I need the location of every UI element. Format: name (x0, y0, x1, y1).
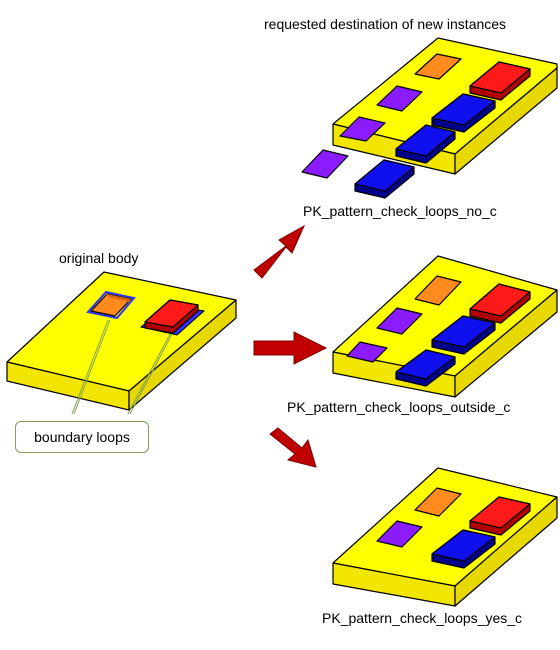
original-orange-pocket-wall (107, 294, 131, 302)
yes-c-orange-pocket (414, 487, 462, 517)
callout-leader-2 (73, 319, 111, 415)
no-c-violet-pocket-1 (376, 85, 423, 112)
yes-c-violet-pocket (376, 520, 423, 548)
yes-c-red-boss-top (469, 496, 531, 529)
callout-leader-4 (129, 333, 173, 415)
no-c-blue-boss-1-top (431, 93, 496, 126)
outside-c-violet-pocket-1 (376, 307, 423, 335)
original-body-side-face (128, 299, 237, 411)
yes-c-label: PK_pattern_check_loops_yes_c (322, 610, 523, 626)
yes-c-blue-boss-top (431, 529, 496, 562)
original-red-boss-top (144, 299, 199, 328)
original-orange-pocket-loop (86, 290, 136, 320)
no-c-red-boss-top (469, 61, 531, 94)
no-c-violet-pocket-floating (301, 149, 349, 179)
outside-c-label: PK_pattern_check_loops_outside_c (287, 399, 511, 415)
original-body-label: original body (59, 250, 139, 266)
arrow-to-yes-c (269, 427, 317, 468)
result-outside-c (332, 255, 558, 398)
original-body (6, 271, 237, 415)
result-no-c (301, 37, 558, 199)
arrows (253, 224, 328, 468)
outside-c-red-boss-top (469, 283, 531, 317)
arrow-to-no-c (253, 224, 306, 279)
arrow-to-outside-c (253, 331, 328, 365)
result-yes-c (332, 467, 558, 607)
no-c-label: PK_pattern_check_loops_no_c (303, 203, 497, 219)
no-c-blue-boss-floating-top (354, 159, 415, 192)
no-c-blue-boss-2-top (395, 124, 456, 157)
boundary-loops-label: boundary loops (34, 429, 130, 445)
outside-c-side-face (454, 289, 558, 398)
boundary-loops-callout: boundary loops (15, 421, 149, 453)
destination-label: requested destination of new instances (264, 16, 507, 32)
yes-c-side-face (454, 496, 558, 607)
outside-c-blue-boss-2-top (395, 349, 456, 380)
outside-c-orange-pocket (414, 275, 462, 306)
outside-c-violet-pocket-clipped (346, 341, 388, 363)
outside-c-blue-boss-1-top (431, 315, 496, 348)
no-c-orange-pocket (414, 53, 462, 80)
no-c-side-face (454, 67, 558, 175)
callout-leader-3 (127, 333, 171, 415)
no-c-violet-pocket-2 (339, 116, 386, 142)
callout-leader-1 (71, 319, 109, 415)
